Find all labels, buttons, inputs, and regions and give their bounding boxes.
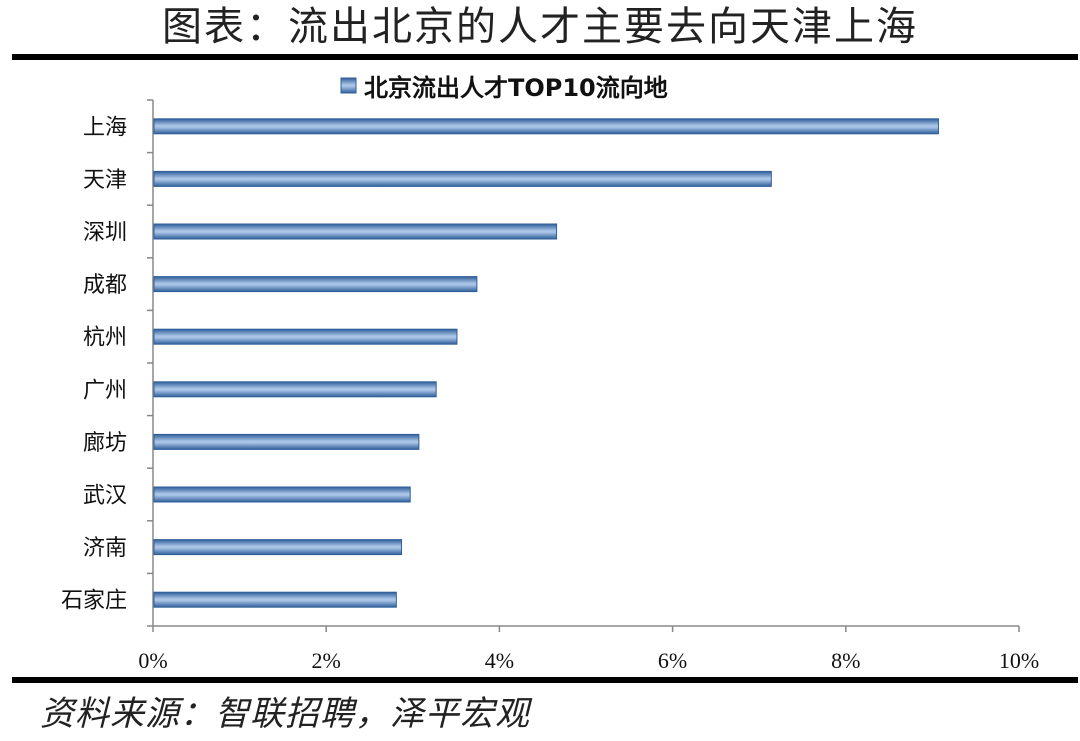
bar <box>153 486 411 503</box>
bar <box>153 591 397 608</box>
category-label: 武汉 <box>83 484 127 509</box>
category-label: 石家庄 <box>61 589 127 614</box>
category-label: 天津 <box>83 168 127 193</box>
chart-axes <box>147 99 1020 632</box>
bar <box>153 170 772 187</box>
x-tick-label: 10% <box>999 648 1039 673</box>
category-label: 廊坊 <box>83 431 127 456</box>
bar <box>153 433 420 450</box>
category-label: 成都 <box>83 273 127 298</box>
category-label: 杭州 <box>83 326 127 351</box>
source-note: 资料来源：智联招聘，泽平宏观 <box>40 694 530 734</box>
bottom-rule <box>12 677 1078 683</box>
page-title: 图表：流出北京的人才主要去向天津上海 <box>162 4 918 50</box>
bar <box>153 276 478 293</box>
x-tick-label: 4% <box>485 648 514 673</box>
bar <box>153 223 558 240</box>
x-tick-label: 6% <box>658 648 687 673</box>
top-rule <box>12 54 1078 60</box>
chart-bars <box>153 118 939 608</box>
x-tick-label: 8% <box>831 648 860 673</box>
legend-swatch <box>340 77 357 94</box>
bar <box>153 539 403 556</box>
category-label: 深圳 <box>83 221 127 246</box>
legend-label: 北京流出人才TOP10流向地 <box>364 74 668 102</box>
x-tick-label: 0% <box>138 648 167 673</box>
bar <box>153 381 437 398</box>
category-label: 济南 <box>83 536 127 561</box>
category-label: 广州 <box>83 378 127 403</box>
bar <box>153 118 939 135</box>
bar <box>153 328 458 345</box>
chart-legend: 北京流出人才TOP10流向地 <box>340 74 668 102</box>
x-tick-label: 2% <box>312 648 341 673</box>
category-label: 上海 <box>83 115 127 140</box>
x-tick-labels: 0% 2% 4% 6% 8% 10% <box>138 648 1039 673</box>
